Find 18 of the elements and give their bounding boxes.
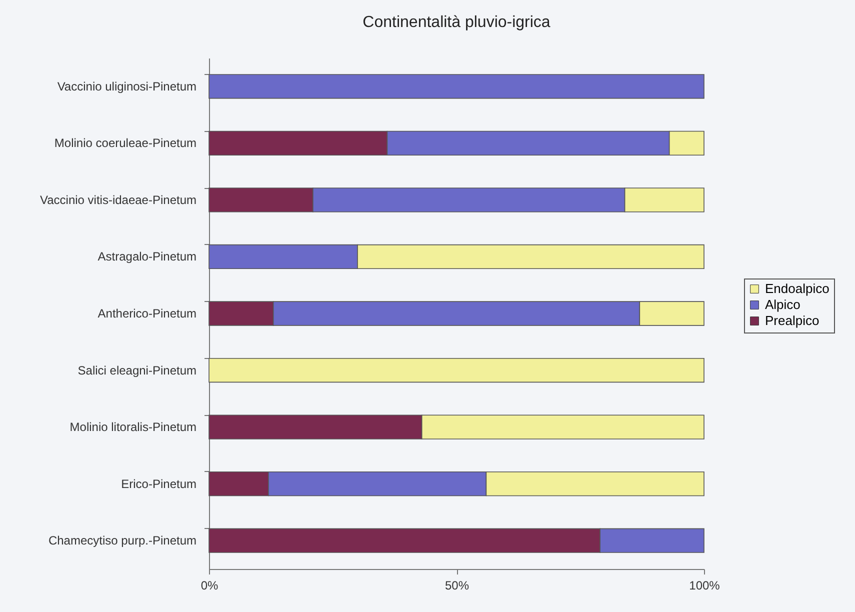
y-tick-label: Antherico-Pinetum xyxy=(98,306,196,320)
x-tick-label: 50% xyxy=(444,578,470,592)
bar xyxy=(208,74,704,99)
y-tick-label: Vaccinio vitis-idaeae-Pinetum xyxy=(40,192,197,207)
legend-label: Alpico xyxy=(765,297,800,312)
y-tick-label: Molinio coeruleae-Pinetum xyxy=(54,136,196,150)
bar xyxy=(208,358,704,383)
chart-title: Continentalità pluvio-igrica xyxy=(362,14,550,31)
legend-label: Endoalpico xyxy=(765,281,830,296)
y-tick-label: Molinio litoralis-Pinetum xyxy=(70,420,196,434)
x-tick-label: 100% xyxy=(689,578,720,592)
y-tick-label: Erico-Pinetum xyxy=(121,476,196,491)
y-tick-label: Astragalo-Pinetum xyxy=(98,250,196,264)
y-tick-label: Chamecytiso purp.-Pinetum xyxy=(48,534,196,548)
legend-label: Prealpico xyxy=(765,313,820,328)
x-tick-label: 0% xyxy=(200,578,218,592)
y-tick-label: Vaccinio uliginosi-Pinetum xyxy=(57,79,196,94)
y-tick-label: Salici eleagni-Pinetum xyxy=(78,363,196,378)
